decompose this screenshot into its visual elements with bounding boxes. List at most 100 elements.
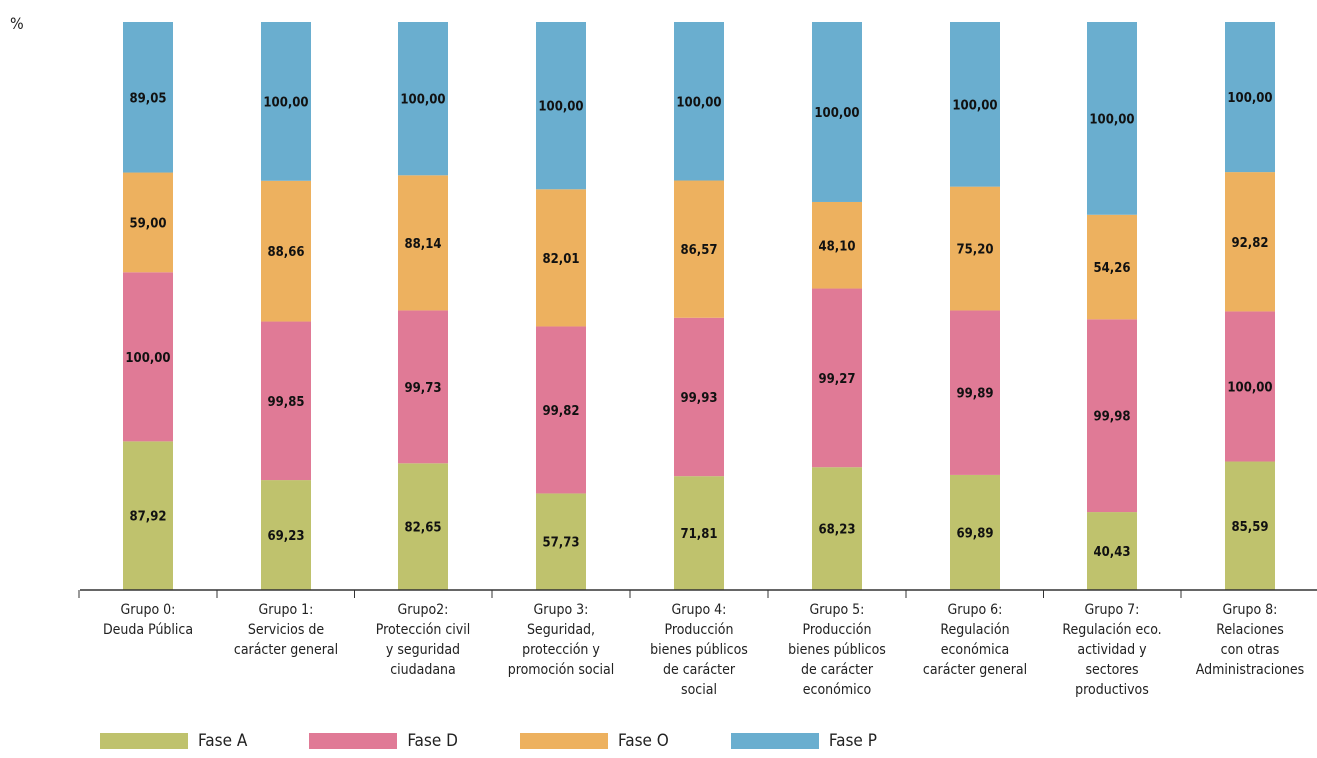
bar-segment (674, 476, 724, 590)
bar-segment (398, 175, 448, 311)
data-label: 99,82 (543, 404, 580, 419)
y-unit-label: % (10, 14, 24, 33)
category-label: Grupo 6: (948, 602, 1003, 618)
category-label: carácter general (923, 662, 1027, 678)
bar-segment (1087, 512, 1137, 590)
legend-item: Fase O (519, 731, 669, 751)
data-label: 48,10 (819, 239, 856, 254)
data-label: 69,89 (957, 526, 994, 541)
category-label: Grupo2: (398, 602, 449, 618)
data-label: 92,82 (1232, 236, 1269, 251)
category-label: Grupo 3: (534, 602, 589, 618)
bar-segment (398, 22, 448, 176)
category-label: sectores (1085, 662, 1138, 678)
category-labels: Grupo 0: Deuda Pública Grupo 1: Servicios d… (103, 602, 1304, 698)
data-label: 99,73 (405, 381, 442, 396)
data-label: 54,26 (1094, 261, 1131, 276)
category-label: Grupo 5: (810, 602, 865, 618)
data-label: 99,98 (1094, 410, 1131, 425)
data-label: 100,00 (1227, 91, 1272, 106)
category-label: Grupo 1: (259, 602, 314, 618)
data-label: 82,65 (405, 521, 442, 536)
bar-segment (812, 467, 862, 590)
category-label: Regulación eco. (1062, 622, 1161, 638)
data-label: 85,59 (1232, 520, 1269, 535)
category-label: de carácter (663, 662, 736, 678)
category-label: Grupo 8: (1223, 602, 1278, 618)
data-label: 99,27 (819, 372, 856, 387)
category-label: promoción social (508, 662, 615, 678)
bar-segment (1225, 311, 1275, 462)
bar-segment (536, 326, 586, 494)
category-label: social (681, 682, 717, 698)
data-label: 88,14 (405, 237, 442, 252)
category-label: de carácter (801, 662, 874, 678)
category-label: Relaciones (1216, 622, 1284, 638)
bar-segment (398, 310, 448, 464)
data-label: 100,00 (1227, 380, 1272, 395)
bar-segment (536, 493, 586, 590)
data-label: 100,00 (952, 98, 997, 113)
legend-item: Fase P (730, 731, 877, 751)
category-label: ciudadana (390, 662, 456, 678)
bar-segment (674, 180, 724, 318)
legend: Fase A Fase D Fase O Fase P (100, 730, 939, 752)
category-label: protección y (522, 642, 600, 658)
category-label: Grupo 7: (1085, 602, 1140, 618)
bar-segment (123, 441, 173, 590)
bar-segment (123, 172, 173, 273)
bar-segment (674, 317, 724, 477)
category-label: Grupo 0: (121, 602, 176, 618)
bar-segment (536, 22, 586, 190)
legend-swatch (100, 733, 188, 749)
category-label: Deuda Pública (103, 622, 193, 638)
category-label: Grupo 4: (672, 602, 727, 618)
legend-label: Fase O (617, 731, 669, 751)
data-label: 100,00 (125, 351, 170, 366)
bar-segment (1087, 22, 1137, 215)
category-label: económico (803, 682, 872, 698)
data-label: 100,00 (1089, 112, 1134, 127)
legend-swatch (519, 733, 608, 749)
bar-segment (261, 180, 311, 322)
category-label: actividad y (1077, 642, 1147, 658)
category-label: económica (941, 642, 1009, 658)
data-label: 100,00 (263, 95, 308, 110)
category-label: Seguridad, (527, 622, 595, 638)
data-label: 88,66 (268, 245, 305, 260)
data-label: 100,00 (400, 93, 445, 108)
legend-item: Fase D (309, 731, 458, 751)
category-label: carácter general (234, 642, 338, 658)
legend-swatch (309, 733, 398, 749)
bar-segment (812, 201, 862, 289)
data-label: 82,01 (543, 252, 580, 267)
bar-segment (812, 22, 862, 202)
data-label: 99,85 (268, 395, 305, 410)
category-label: Producción (803, 622, 872, 638)
data-label: 75,20 (957, 243, 994, 258)
bar-segment (950, 474, 1000, 590)
bars-layer: 87,92 100,00 59,00 89,05 69,23 99,85 88,66 100,… (123, 22, 1275, 590)
data-label: 68,23 (819, 523, 856, 538)
data-label: 59,00 (130, 216, 167, 231)
bar-segment (261, 480, 311, 590)
category-label: Servicios de (248, 622, 325, 638)
data-label: 100,00 (538, 100, 583, 115)
category-label: Administraciones (1196, 662, 1304, 678)
bar-segment (536, 189, 586, 327)
data-label: 99,93 (681, 391, 718, 406)
x-axis-ticks (78, 590, 1182, 598)
bar-segment (123, 22, 173, 173)
category-label: Regulación (940, 622, 1009, 638)
bar-segment (261, 22, 311, 181)
bar-segment (1225, 461, 1275, 590)
legend-label: Fase P (828, 731, 877, 751)
bar-segment (1087, 214, 1137, 320)
data-label: 71,81 (681, 527, 718, 542)
data-label: 89,05 (130, 91, 167, 106)
bar-segment (398, 463, 448, 590)
bar-segment (950, 310, 1000, 475)
data-label: 69,23 (268, 529, 305, 544)
bar-segment (1225, 172, 1275, 312)
bar-segment (1225, 22, 1275, 173)
